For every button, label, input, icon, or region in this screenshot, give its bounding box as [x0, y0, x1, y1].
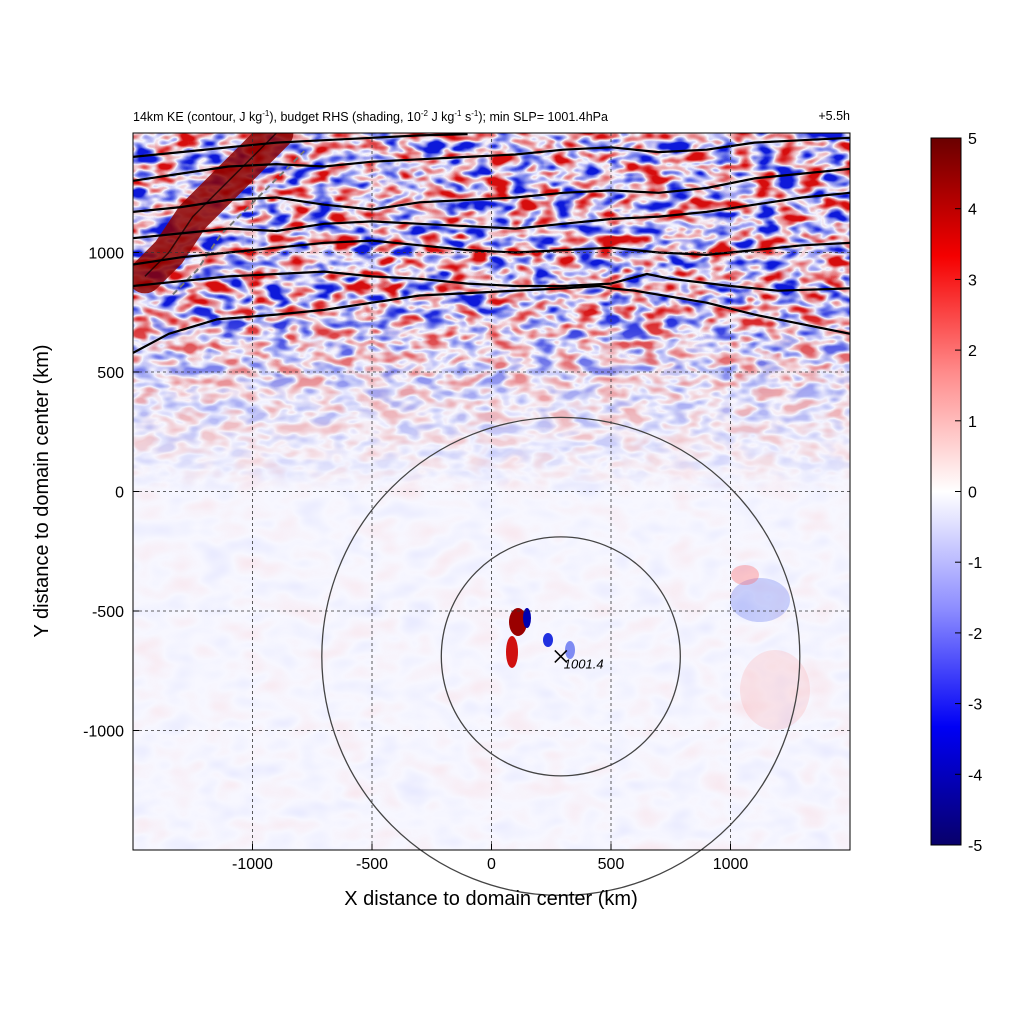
- range-circles: [321, 416, 801, 897]
- x-tick-label: 500: [598, 856, 625, 873]
- ke-contour-line: [133, 239, 850, 266]
- colorbar-tick-label: -4: [968, 767, 982, 784]
- colorbar-tick-label: 2: [968, 343, 977, 360]
- y-tick-label: 0: [115, 485, 124, 502]
- storm-center-label: 1001.4: [564, 656, 604, 671]
- storm-core-shading: [506, 565, 810, 730]
- x-axis-ticks: -1000 -500 0 500 1000: [232, 844, 748, 873]
- storm-center-cross: [554, 649, 568, 663]
- forecast-time: +5.5h: [818, 109, 850, 123]
- colorbar-tick-label: -5: [968, 838, 982, 855]
- ke-contour-line: [133, 284, 850, 354]
- x-axis-label: X distance to domain center (km): [344, 888, 637, 910]
- y-tick-label: -500: [92, 604, 124, 621]
- shading-field: [133, 133, 850, 850]
- y-tick-label: 500: [97, 365, 124, 382]
- colorbar-tick-label: -2: [968, 626, 982, 643]
- colorbar-tick-label: 3: [968, 272, 977, 289]
- colorbar-ticks: 5 4 3 2 1 0 -1 -2 -3 -4 -5: [955, 131, 982, 855]
- x-tick-label: 1000: [713, 856, 749, 873]
- storm-marker: 1001.4: [554, 649, 604, 671]
- ke-contour-line: [133, 133, 468, 158]
- range-circle: [440, 536, 681, 777]
- y-tick-label: -1000: [83, 724, 124, 741]
- colorbar-tick-label: 0: [968, 485, 977, 502]
- colorbar-tick-label: 5: [968, 131, 977, 148]
- y-axis-label: Y distance to domain center (km): [31, 344, 53, 637]
- colorbar-tick-label: 1: [968, 414, 977, 431]
- colorbar-tick-label: -1: [968, 555, 982, 572]
- colorbar-tick-label: -3: [968, 697, 982, 714]
- x-tick-label: -500: [356, 856, 388, 873]
- colorbar-tick-label: 4: [968, 202, 977, 219]
- coastline: [172, 150, 306, 296]
- range-circle: [321, 416, 801, 897]
- y-axis-ticks: -1000 -500 0 500 1000: [83, 246, 139, 741]
- x-tick-label: -1000: [232, 856, 273, 873]
- x-tick-label: 0: [487, 856, 496, 873]
- colorbar: 5 4 3 2 1 0 -1 -2 -3 -4 -5: [930, 131, 982, 855]
- y-tick-label: 1000: [88, 246, 124, 263]
- chart-title: 14km KE (contour, J kg-1), budget RHS (s…: [133, 109, 608, 124]
